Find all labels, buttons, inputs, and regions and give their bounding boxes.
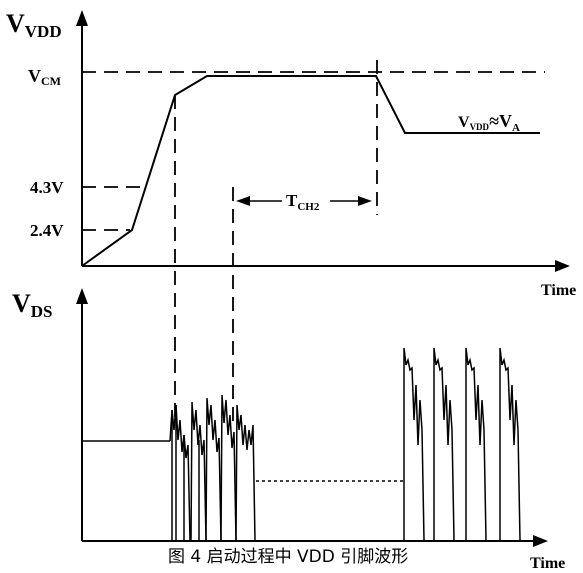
reference-dashes — [82, 60, 545, 425]
level-2-4v-label: 2.4V — [30, 221, 64, 240]
level-4-3v-label: 4.3V — [30, 178, 64, 197]
top-axes — [76, 10, 570, 272]
bottom-axes — [76, 288, 548, 547]
top-x-arrow-icon — [555, 260, 570, 272]
tch2-label: TCH2 — [286, 191, 320, 213]
vvdd-approx-va-label: VVDD≈VA — [458, 111, 520, 134]
bottom-y-axis-label: VDS — [12, 289, 53, 321]
vds-switching-pulses — [403, 347, 521, 541]
top-y-axis-label: VVDD — [6, 9, 62, 41]
vcm-level-label: VCM — [28, 66, 61, 88]
vds-startup-burst — [169, 394, 256, 541]
bottom-y-arrow-icon — [76, 288, 88, 304]
bottom-x-arrow-icon — [533, 535, 548, 547]
bottom-x-axis-label: Time — [530, 555, 565, 572]
top-x-axis-label: Time — [541, 282, 576, 299]
tch2-arrow — [236, 196, 372, 206]
top-y-arrow-icon — [76, 10, 88, 26]
figure-caption: 图 4 启动过程中 VDD 引脚波形 — [168, 547, 408, 567]
vdd-waveform — [81, 75, 540, 267]
